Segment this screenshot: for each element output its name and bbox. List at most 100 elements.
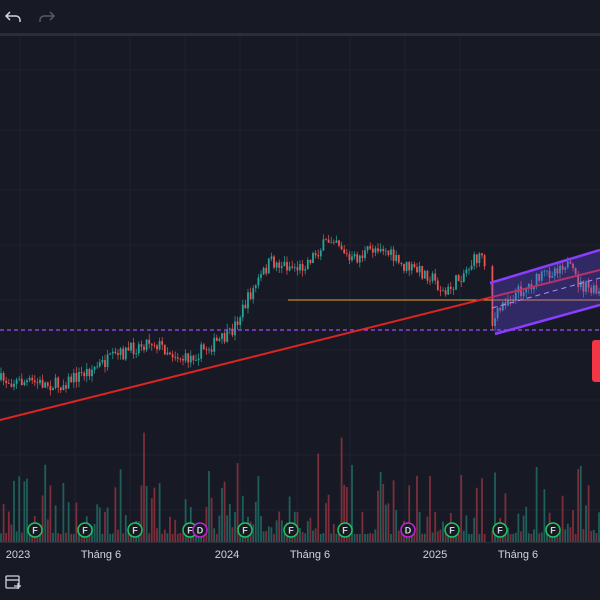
candle-body [184, 353, 187, 361]
volume-bar [117, 529, 119, 542]
candle-body [109, 353, 112, 355]
candle-body [332, 242, 335, 244]
price-tag [592, 340, 600, 382]
volume-bar [559, 531, 561, 542]
volume-bar [504, 493, 507, 542]
candle-body [377, 248, 379, 252]
volume-bar [166, 533, 169, 542]
candle-body [15, 379, 18, 384]
volume-bar [234, 512, 236, 542]
event-badge [283, 522, 299, 538]
candle-body [93, 366, 96, 370]
volume-bar [171, 533, 174, 542]
candle-body [101, 360, 104, 363]
candle-body [244, 304, 247, 309]
volume-bar [13, 480, 15, 542]
candle-body [475, 254, 478, 264]
candle-body [374, 248, 377, 253]
candle-body [312, 253, 314, 263]
candle-body [117, 353, 119, 355]
candle-body [202, 344, 205, 350]
candle-body [2, 373, 5, 381]
volume-bar [78, 529, 80, 542]
volume-bar [319, 533, 322, 542]
volume-bar [200, 533, 203, 542]
volume-bar [221, 487, 223, 542]
candle-body [174, 357, 177, 359]
candle-body [187, 353, 190, 363]
undo-icon [4, 11, 21, 22]
volume-bar [538, 533, 541, 542]
volume-bar [390, 533, 392, 542]
time-label: 2025 [423, 549, 447, 561]
candle-body [148, 339, 151, 344]
volume-bar [470, 533, 473, 542]
volume-bar [501, 533, 504, 542]
candle-body [13, 383, 15, 387]
candle-body [598, 291, 600, 294]
candle-body [210, 349, 213, 352]
event-badge [77, 522, 93, 538]
candle-body [83, 372, 86, 377]
volume-bar [239, 531, 242, 542]
volume-bar [252, 524, 255, 542]
volume-bar [23, 481, 26, 542]
volume-bar [267, 526, 270, 542]
candle-body [507, 299, 509, 306]
volume-bar [364, 534, 366, 542]
channel-upper [489, 248, 600, 285]
volume-bar [338, 529, 340, 542]
candle-body [470, 265, 473, 270]
volume-bar [130, 533, 132, 542]
candle-body [143, 346, 145, 350]
candle-body [356, 254, 359, 263]
volume-bar [431, 532, 434, 542]
volume-bar [111, 533, 114, 542]
channel-lower [494, 303, 600, 336]
candle-body [455, 275, 457, 290]
volume-bar [587, 485, 590, 542]
volume-bar [457, 533, 460, 542]
candle-body [257, 277, 260, 286]
candle-body [449, 286, 452, 289]
volume-bar [455, 533, 457, 542]
channel-fill [490, 250, 600, 334]
candle-body [67, 376, 70, 389]
volume-bar [384, 504, 387, 542]
volume-bar [26, 478, 28, 542]
candle-body [46, 382, 49, 386]
candle-body [176, 357, 179, 359]
volume-bar [153, 487, 156, 542]
volume-bar [579, 465, 582, 542]
volume-bar [478, 533, 481, 542]
candle-body [462, 273, 465, 283]
candle-body [457, 275, 460, 282]
redo-button[interactable] [39, 11, 56, 22]
candle-body [179, 358, 182, 360]
candle-body [44, 382, 47, 388]
date-range-button[interactable] [5, 575, 21, 589]
volume-bar [509, 533, 512, 542]
volume-bar [585, 505, 587, 542]
candle-body [153, 345, 156, 347]
time-label: Tháng 6 [290, 549, 330, 561]
volume-bar [98, 507, 101, 542]
candle-body [322, 239, 325, 251]
candle-body [564, 267, 567, 270]
candle-body [275, 262, 278, 268]
calendar-icon [5, 575, 20, 589]
event-label: F [187, 525, 193, 535]
candle-body [572, 263, 574, 268]
candle-body [254, 285, 257, 289]
candle-body [421, 266, 424, 279]
candle-body [104, 360, 106, 368]
volume-bar [236, 463, 239, 542]
candle-body [80, 371, 83, 373]
undo-button[interactable] [4, 11, 21, 22]
candle-body [595, 285, 598, 294]
volume-bar [122, 533, 125, 542]
volume-bar [231, 527, 234, 542]
candle-body [366, 246, 369, 251]
candle-body [236, 321, 239, 325]
